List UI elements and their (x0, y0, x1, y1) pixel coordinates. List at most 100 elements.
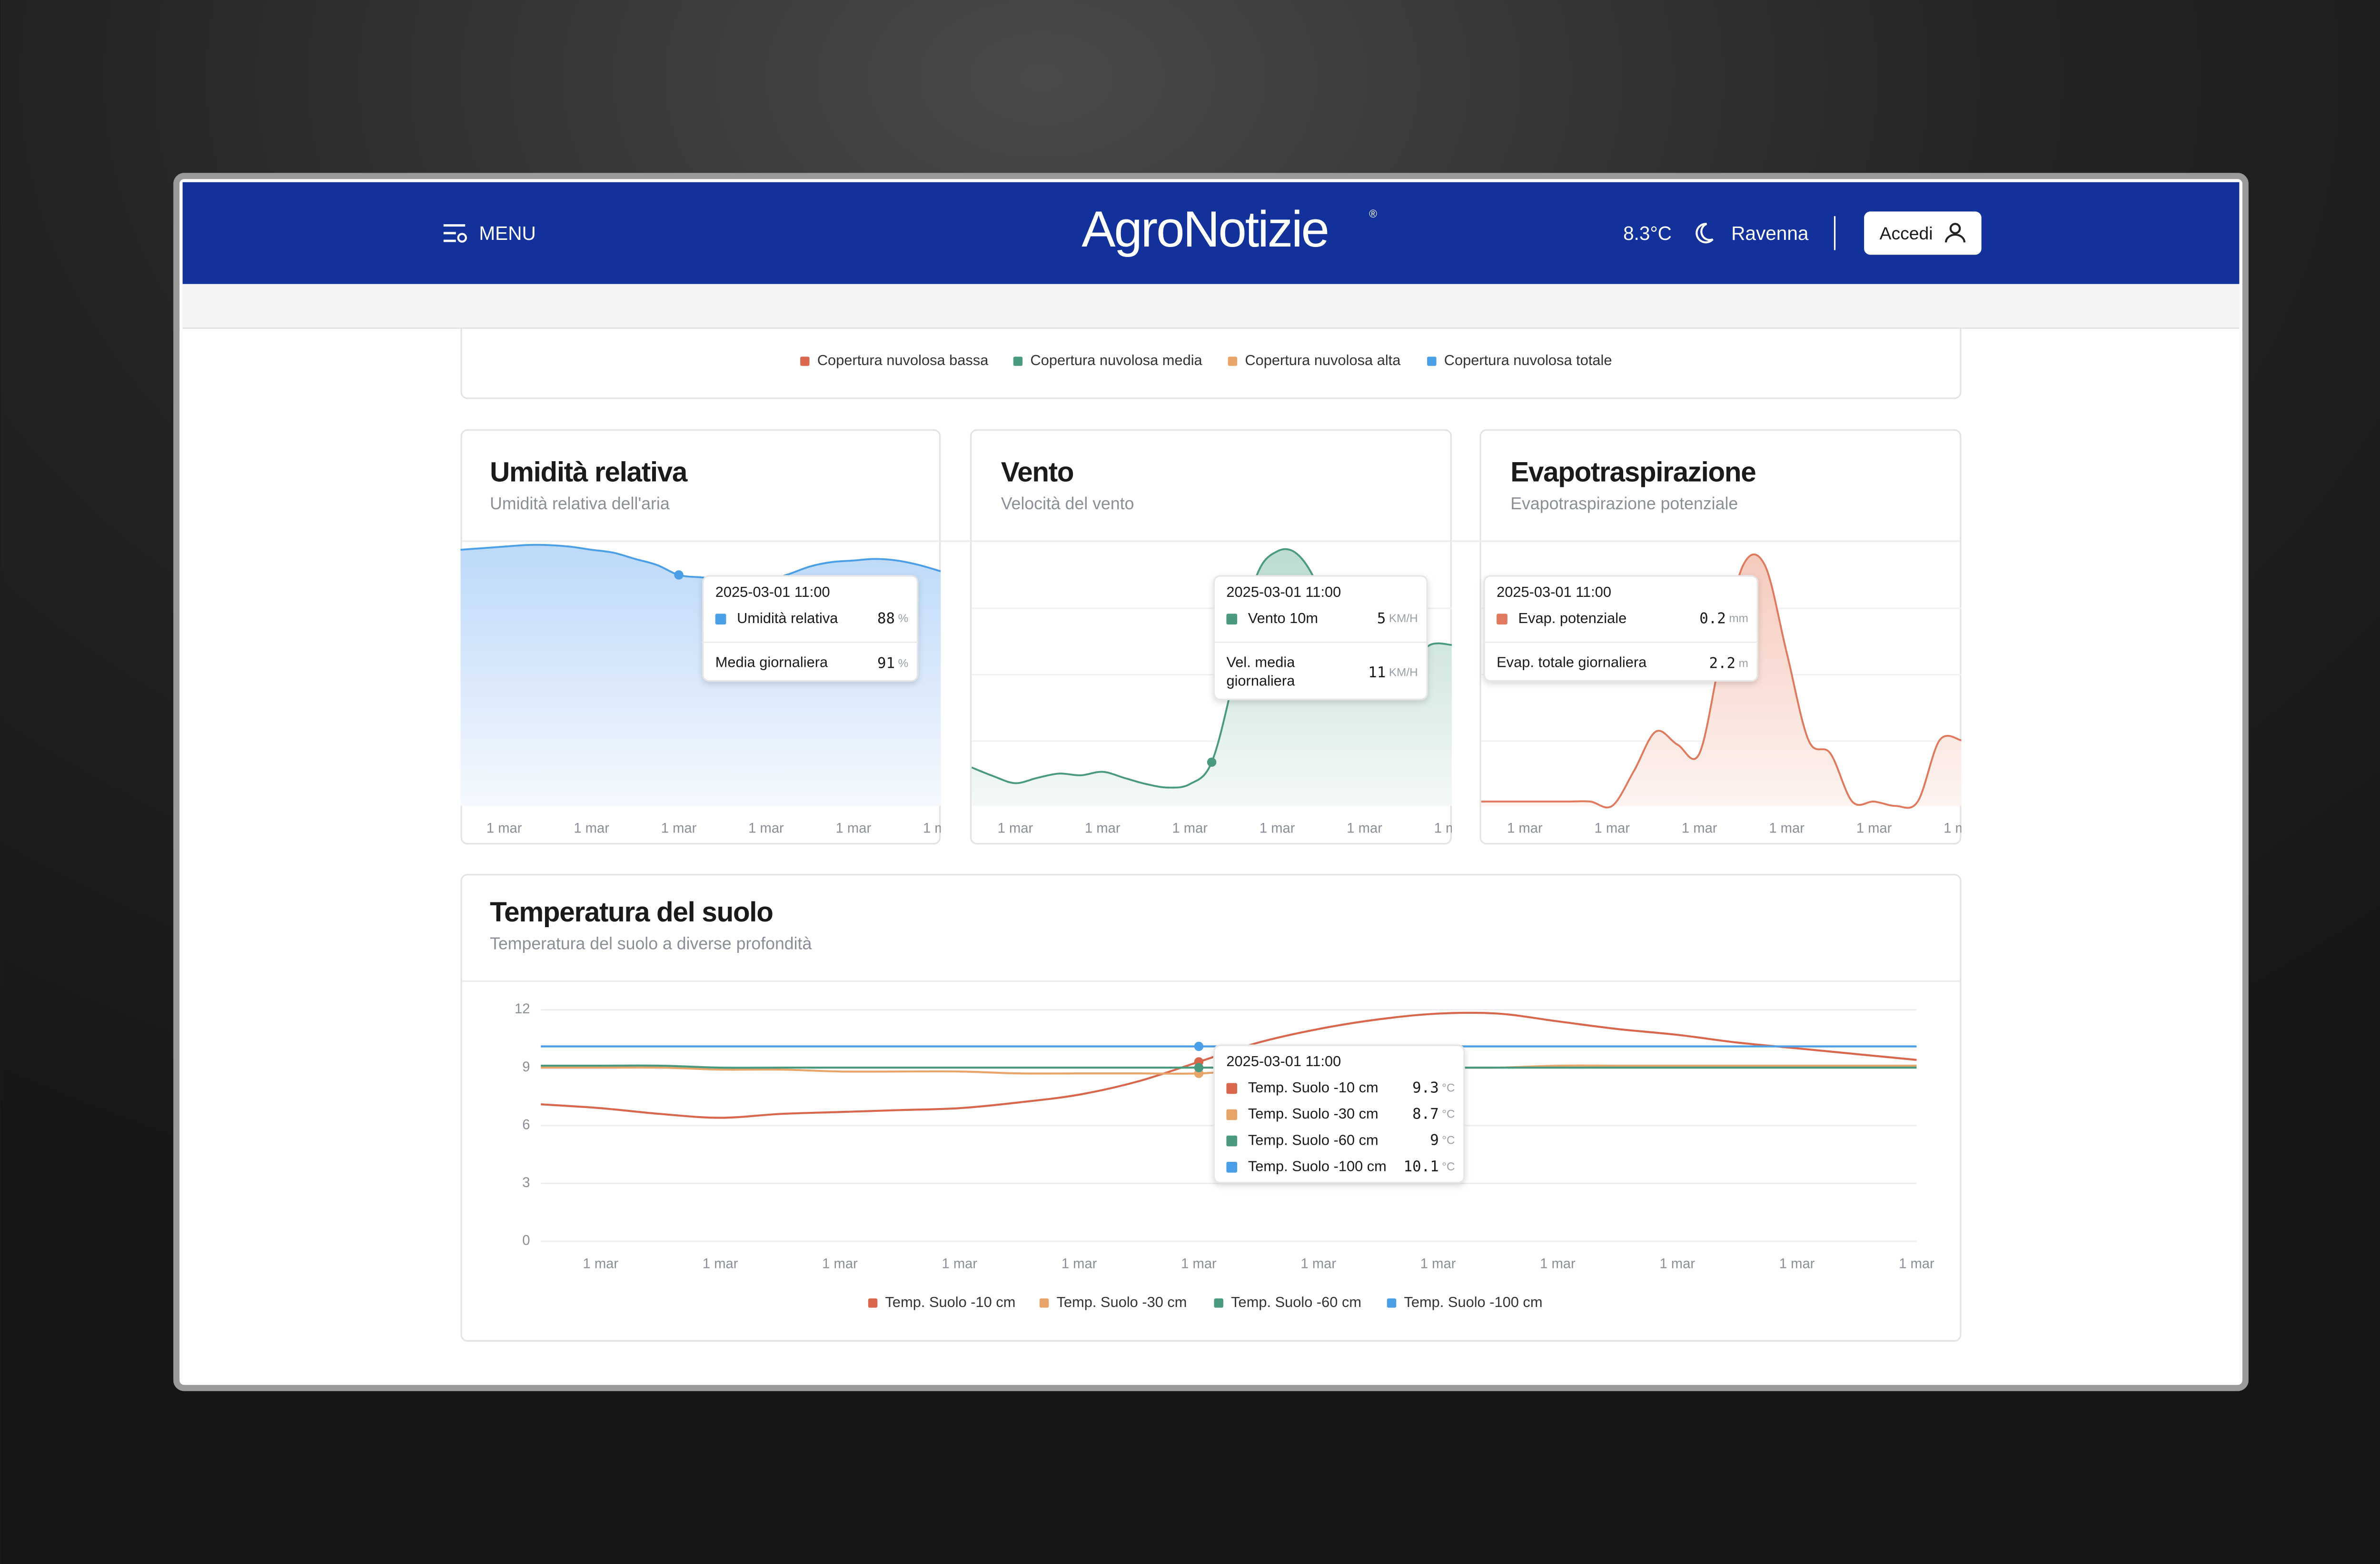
legend-swatch (1228, 356, 1238, 366)
login-label: Accedi (1880, 223, 1933, 243)
tooltip-unit: % (898, 657, 909, 670)
x-tick-label: 1 mar (486, 821, 522, 836)
x-tick-label: 1 mar (1659, 1256, 1695, 1271)
chart-title: Evapotraspirazione (1510, 456, 1755, 487)
x-tick-label: 1 mar (1172, 821, 1208, 836)
legend-swatch (800, 356, 810, 366)
tooltip-summary-label: Evap. totale giornaliera (1497, 654, 1647, 672)
x-tick-label: 1 mar (574, 821, 609, 836)
legend-label: Temp. Suolo -100 cm (1404, 1294, 1542, 1310)
legend-label: Copertura nuvolosa bassa (817, 352, 989, 368)
tooltip-summary: Media giornaliera (715, 654, 828, 672)
tooltip-value: 0.2 (1699, 610, 1726, 627)
tooltip-summary-label: Vel. media giornaliera (1226, 654, 1295, 690)
card (460, 874, 1962, 1342)
legend-label: Copertura nuvolosa media (1030, 352, 1202, 368)
x-tick-label: 1 mar (1061, 1256, 1097, 1271)
tooltip-summary: Evap. totale giornaliera (1497, 654, 1647, 672)
tooltip-value: 10.1 (1404, 1158, 1439, 1175)
x-tick-label: 1 mar (661, 821, 697, 836)
legend-swatch (868, 1298, 878, 1308)
tooltip-value: 8.7 (1412, 1106, 1439, 1123)
x-tick-label: 1 mar (1085, 821, 1121, 836)
x-tick-label: 1 mar (1540, 1256, 1576, 1271)
tooltip-swatch (1226, 1135, 1238, 1147)
x-tick-label: 1 mar (703, 1256, 738, 1271)
tooltip (1213, 575, 1428, 701)
x-tick-label: 1 mar (1899, 1256, 1934, 1271)
tooltip-swatch (1226, 1083, 1238, 1094)
hover-dot (674, 570, 684, 580)
hover-dot (1194, 1041, 1204, 1051)
x-tick-label: 1 mar (822, 1256, 858, 1271)
tooltip-swatch (1226, 1161, 1238, 1173)
tooltip-label: Evap. potenziale (1518, 610, 1627, 626)
tooltip-unit: °C (1442, 1160, 1455, 1173)
user-icon (1949, 223, 1961, 234)
tooltip-unit: °C (1442, 1134, 1455, 1147)
area-fill (972, 549, 1452, 806)
chart-title: Umidità relativa (490, 456, 688, 487)
chart-subtitle: Evapotraspirazione potenziale (1510, 494, 1738, 513)
x-tick-label: 1 mar (1300, 1256, 1336, 1271)
chart-subtitle: Temperatura del suolo a diverse profondi… (490, 934, 812, 953)
tooltip-time: 2025-03-01 11:00 (1226, 1053, 1341, 1069)
legend-swatch (1214, 1298, 1223, 1308)
tooltip-unit: mm (1729, 612, 1748, 625)
tooltip-value: 9 (1430, 1132, 1439, 1149)
login-button[interactable]: Accedi (1864, 211, 1982, 255)
temperature: 8.3°C (1623, 222, 1672, 244)
x-tick-label: 1 mar (1507, 821, 1543, 836)
legend-label: Temp. Suolo -60 cm (1231, 1294, 1361, 1310)
x-tick-label: 1 mar (1779, 1256, 1815, 1271)
user-icon (1944, 234, 1966, 243)
y-tick-label: 6 (522, 1117, 530, 1132)
tooltip-label: Vento 10m (1248, 610, 1318, 626)
chart-title: Temperatura del suolo (490, 897, 773, 928)
x-tick-label: 1 mar (923, 821, 959, 836)
x-tick-label: 1 mar (1769, 821, 1805, 836)
menu-label: MENU (479, 222, 536, 244)
tooltip-unit: °C (1442, 1108, 1455, 1120)
x-tick-label: 1 mar (1259, 821, 1295, 836)
tooltip-label: Temp. Suolo -60 cm (1248, 1131, 1378, 1148)
legend-label: Copertura nuvolosa alta (1245, 352, 1401, 368)
tooltip-time: 2025-03-01 11:00 (715, 584, 830, 600)
legend-swatch (1427, 356, 1437, 366)
tooltip-time: 2025-03-01 11:00 (1497, 584, 1611, 600)
city[interactable]: Ravenna (1731, 222, 1809, 244)
tooltip-unit: % (898, 612, 909, 625)
x-tick-label: 1 mar (748, 821, 784, 836)
x-tick-label: 1 mar (942, 1256, 978, 1271)
tooltip-unit: KM/H (1389, 666, 1418, 679)
tooltip-label: Umidità relativa (737, 610, 838, 626)
menu-button[interactable]: MENU (443, 222, 536, 244)
chart-subtitle: Velocità del vento (1001, 494, 1134, 513)
legend-label: Temp. Suolo -10 cm (885, 1294, 1016, 1310)
tooltip-label: Temp. Suolo -10 cm (1248, 1079, 1378, 1096)
tooltip-swatch (1497, 614, 1507, 625)
legend-swatch (1387, 1298, 1397, 1308)
legend-label: Temp. Suolo -30 cm (1057, 1294, 1187, 1310)
tooltip-swatch (1226, 614, 1238, 625)
x-tick-label: 1 mar (1347, 821, 1382, 836)
legend-label: Copertura nuvolosa totale (1444, 352, 1612, 368)
tooltip-time: 2025-03-01 11:00 (1226, 584, 1341, 600)
x-tick-label: 1 mar (836, 821, 872, 836)
tooltip (1213, 1044, 1465, 1184)
x-tick-label: 1 mar (998, 821, 1033, 836)
x-tick-label: 1 mar (1595, 821, 1630, 836)
hover-dot (1207, 757, 1217, 767)
tooltip-value: 9.3 (1412, 1079, 1439, 1096)
chart-subtitle: Umidità relativa dell'aria (490, 494, 670, 513)
tooltip-label: Temp. Suolo -30 cm (1248, 1105, 1378, 1122)
menu-icon (443, 224, 466, 242)
y-tick-label: 9 (522, 1059, 530, 1075)
tooltip-unit: °C (1442, 1081, 1455, 1094)
logo[interactable]: AgroNotizie (1081, 200, 1329, 257)
x-tick-label: 1 mar (1420, 1256, 1456, 1271)
x-tick-label: 1 mar (1682, 821, 1717, 836)
login-bg (1864, 211, 1982, 255)
